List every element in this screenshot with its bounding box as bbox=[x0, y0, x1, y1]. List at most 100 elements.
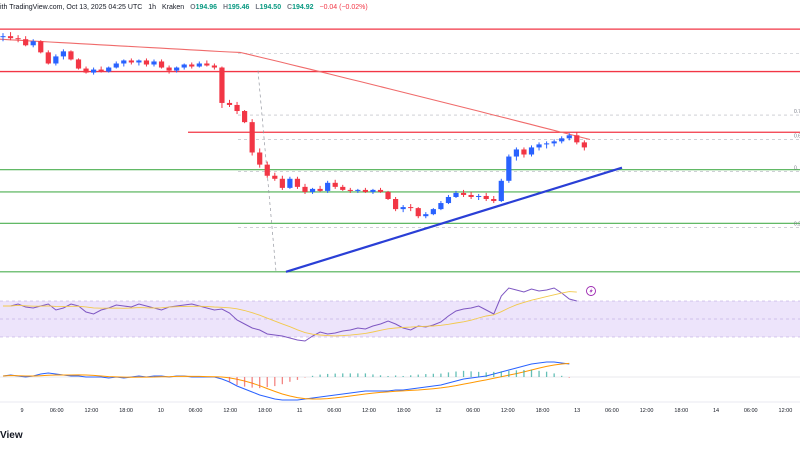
candle-body bbox=[347, 189, 353, 191]
candle-body bbox=[393, 199, 399, 210]
candle-body bbox=[385, 191, 391, 200]
time-tick-label: 12 bbox=[435, 408, 441, 414]
candle-body bbox=[302, 186, 308, 192]
candle-body bbox=[226, 102, 233, 105]
candle-body bbox=[23, 39, 29, 46]
candle-body bbox=[234, 104, 240, 112]
candle-body bbox=[377, 189, 384, 192]
candle-body bbox=[128, 60, 134, 63]
candle-body bbox=[325, 182, 331, 191]
candle-body bbox=[272, 175, 278, 179]
ohlc-o: O194.96 bbox=[190, 4, 217, 11]
candle-body bbox=[513, 149, 519, 157]
bullish-trendline bbox=[285, 166, 623, 273]
candle-body bbox=[506, 156, 512, 181]
candle-body bbox=[309, 188, 316, 192]
candle-body bbox=[166, 67, 172, 71]
lightning-icon bbox=[589, 288, 593, 294]
tradingview-brand: View bbox=[0, 430, 23, 441]
candle-body bbox=[30, 41, 36, 46]
candle-body bbox=[423, 214, 429, 217]
candle-body bbox=[468, 194, 474, 197]
candle-body bbox=[68, 51, 74, 60]
fib-anchor-line bbox=[257, 70, 277, 272]
candle-body bbox=[45, 52, 51, 64]
candle-body bbox=[400, 207, 406, 210]
time-tick-label: 06:00 bbox=[744, 408, 758, 414]
candle-body bbox=[483, 195, 489, 200]
chart-header: ith TradingView.com, Oct 13, 2025 04:25 … bbox=[0, 0, 800, 16]
time-tick-label: 06:00 bbox=[50, 408, 64, 414]
candle-body bbox=[476, 195, 482, 197]
time-tick-label: 12:00 bbox=[501, 408, 515, 414]
candle-body bbox=[574, 135, 580, 143]
candle-body bbox=[521, 149, 527, 155]
candle-body bbox=[460, 192, 467, 195]
candle-body bbox=[151, 61, 157, 65]
rsi-ma-line bbox=[3, 291, 577, 337]
time-tick-label: 18:00 bbox=[536, 408, 550, 414]
candle-body bbox=[143, 60, 150, 65]
time-tick-label: 06:00 bbox=[466, 408, 480, 414]
time-tick-label: 12:00 bbox=[779, 408, 793, 414]
candle-body bbox=[408, 207, 414, 209]
time-tick-label: 18:00 bbox=[258, 408, 272, 414]
candle-body bbox=[551, 141, 557, 144]
signal-line bbox=[2, 362, 570, 400]
ohlc-h: H195.46 bbox=[222, 4, 250, 11]
candle-body bbox=[332, 182, 338, 187]
moving-average-line bbox=[0, 38, 591, 141]
candle-body bbox=[491, 199, 497, 202]
candle-body bbox=[7, 36, 14, 39]
header-exchange: Kraken bbox=[161, 4, 185, 11]
candle-body bbox=[445, 196, 452, 204]
candle-body bbox=[53, 56, 59, 64]
candle-body bbox=[544, 143, 550, 145]
candle-body bbox=[566, 135, 572, 139]
candle-body bbox=[581, 142, 587, 148]
candle-body bbox=[174, 67, 180, 71]
candle-body bbox=[362, 189, 368, 192]
candle-body bbox=[249, 122, 255, 153]
time-tick-label: 12:00 bbox=[640, 408, 654, 414]
time-tick-label: 9 bbox=[20, 408, 23, 414]
rsi-line bbox=[3, 287, 577, 342]
time-tick-label: 14 bbox=[713, 408, 719, 414]
candle-body bbox=[559, 138, 565, 142]
candle-body bbox=[536, 144, 542, 148]
candle-body bbox=[181, 64, 187, 68]
time-tick-label: 13 bbox=[574, 408, 580, 414]
candle-body bbox=[370, 189, 376, 192]
ohlc-c: C194.92 bbox=[287, 4, 314, 11]
candle-body bbox=[279, 178, 285, 188]
candle-body bbox=[257, 152, 263, 165]
candle-body bbox=[438, 203, 444, 210]
header-interval: 1h bbox=[148, 4, 157, 11]
candle-body bbox=[15, 38, 21, 40]
time-tick-label: 12:00 bbox=[223, 408, 237, 414]
candle-body bbox=[38, 41, 44, 53]
ohlc-change: −0.04 (−0.02%) bbox=[319, 4, 368, 11]
candle-body bbox=[106, 67, 112, 72]
candle-body bbox=[189, 64, 195, 67]
candle-body bbox=[317, 188, 323, 191]
candle-body bbox=[264, 164, 270, 176]
candle-body bbox=[430, 209, 436, 215]
candle-body bbox=[98, 69, 104, 72]
candle-body bbox=[355, 189, 361, 191]
fib-label: 0.7 bbox=[794, 109, 800, 115]
time-tick-label: 18:00 bbox=[119, 408, 133, 414]
candle-body bbox=[158, 61, 165, 68]
candle-body bbox=[0, 36, 6, 38]
candle-body bbox=[91, 69, 97, 73]
candle-body bbox=[287, 178, 293, 188]
candle-body bbox=[60, 51, 66, 57]
candle-body bbox=[113, 63, 119, 68]
candle-body bbox=[75, 59, 82, 69]
ohlc-l: L194.50 bbox=[255, 4, 282, 11]
time-tick-label: 11 bbox=[297, 408, 303, 414]
candle-body bbox=[121, 60, 127, 64]
candle-body bbox=[242, 111, 248, 123]
